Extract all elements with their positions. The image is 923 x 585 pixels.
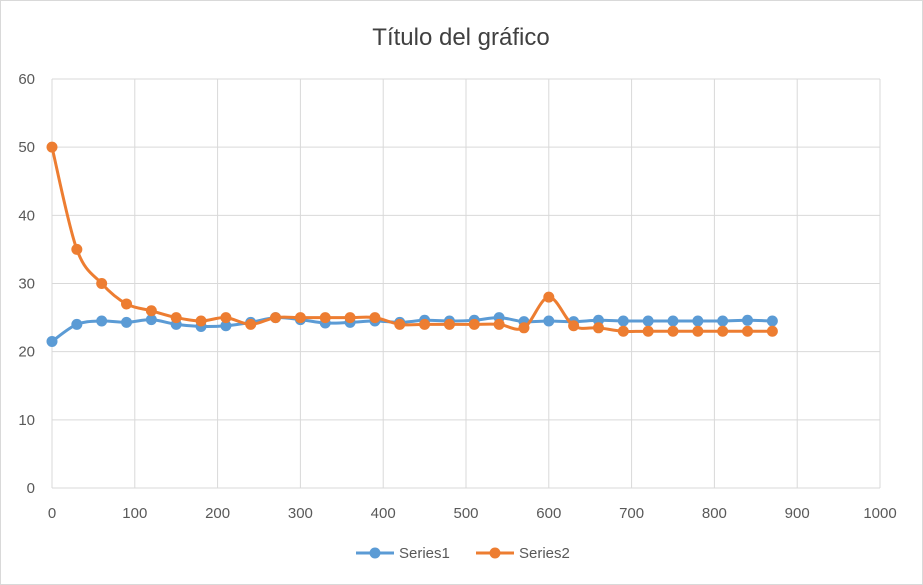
data-point bbox=[617, 325, 629, 337]
series-line bbox=[50, 146, 773, 333]
series-plot bbox=[46, 141, 778, 347]
data-point bbox=[245, 318, 257, 330]
y-tick-label: 30 bbox=[18, 276, 35, 293]
data-point bbox=[667, 315, 679, 327]
y-tick-label: 10 bbox=[18, 412, 35, 429]
y-tick-label: 40 bbox=[18, 207, 35, 224]
chart-title: Título del gráfico bbox=[372, 24, 549, 51]
data-point bbox=[220, 312, 232, 324]
y-tick-label: 60 bbox=[18, 71, 35, 88]
y-tick-label: 20 bbox=[18, 344, 35, 361]
data-point bbox=[592, 322, 604, 334]
data-point bbox=[71, 318, 83, 330]
legend-item-2: Series2 bbox=[476, 545, 570, 562]
data-point bbox=[294, 312, 306, 324]
legend-label: Series1 bbox=[399, 545, 450, 562]
x-tick-label: 400 bbox=[371, 505, 396, 522]
legend-marker bbox=[369, 547, 381, 559]
legend: Series1 Series2 bbox=[356, 545, 570, 562]
data-point bbox=[717, 325, 729, 337]
data-point bbox=[468, 318, 480, 330]
data-point bbox=[96, 278, 108, 289]
data-point bbox=[195, 315, 207, 327]
data-point bbox=[692, 315, 704, 327]
data-point bbox=[617, 315, 629, 327]
x-tick-label: 200 bbox=[205, 505, 230, 522]
x-tick-label: 100 bbox=[122, 505, 147, 522]
data-point bbox=[394, 318, 406, 330]
y-axis-tick-labels: 0 10 20 30 40 50 60 bbox=[18, 71, 35, 497]
x-tick-label: 700 bbox=[619, 505, 644, 522]
legend-item-1: Series1 bbox=[356, 545, 450, 562]
x-tick-label: 1000 bbox=[863, 505, 896, 522]
data-point bbox=[344, 312, 356, 324]
gridlines bbox=[51, 78, 881, 489]
data-point bbox=[742, 314, 754, 326]
data-point bbox=[170, 312, 182, 324]
data-point bbox=[518, 322, 530, 334]
x-tick-label: 0 bbox=[48, 505, 56, 522]
data-point bbox=[766, 325, 778, 337]
data-point bbox=[270, 312, 282, 324]
data-point bbox=[667, 325, 679, 337]
data-point bbox=[443, 318, 455, 330]
data-point bbox=[369, 312, 381, 324]
data-point bbox=[71, 243, 83, 255]
data-point bbox=[493, 318, 505, 330]
data-point bbox=[543, 291, 555, 303]
series-line bbox=[51, 316, 773, 343]
data-point bbox=[145, 305, 157, 317]
data-point bbox=[717, 315, 729, 327]
data-point bbox=[121, 298, 133, 310]
x-axis-tick-labels: 0 100 200 300 400 500 600 700 800 900 1000 bbox=[48, 505, 897, 522]
data-point bbox=[220, 320, 232, 332]
series-2 bbox=[46, 141, 778, 337]
y-tick-label: 0 bbox=[27, 480, 35, 497]
data-point bbox=[121, 316, 133, 328]
data-point bbox=[419, 318, 431, 330]
data-point bbox=[642, 315, 654, 327]
legend-marker bbox=[489, 547, 501, 559]
y-tick-label: 50 bbox=[18, 139, 35, 156]
data-point bbox=[543, 315, 555, 327]
legend-label: Series2 bbox=[519, 545, 570, 562]
data-point bbox=[145, 314, 157, 326]
data-point bbox=[766, 315, 778, 327]
x-tick-label: 500 bbox=[453, 505, 478, 522]
data-point bbox=[742, 325, 754, 337]
data-point bbox=[319, 312, 331, 324]
data-point bbox=[96, 315, 108, 327]
x-tick-label: 300 bbox=[288, 505, 313, 522]
x-tick-label: 800 bbox=[702, 505, 727, 522]
data-point bbox=[46, 335, 58, 347]
data-point bbox=[46, 141, 58, 153]
data-point bbox=[692, 325, 704, 337]
data-point bbox=[642, 325, 654, 337]
x-tick-label: 900 bbox=[785, 505, 810, 522]
data-point bbox=[568, 320, 580, 332]
x-tick-label: 600 bbox=[536, 505, 561, 522]
